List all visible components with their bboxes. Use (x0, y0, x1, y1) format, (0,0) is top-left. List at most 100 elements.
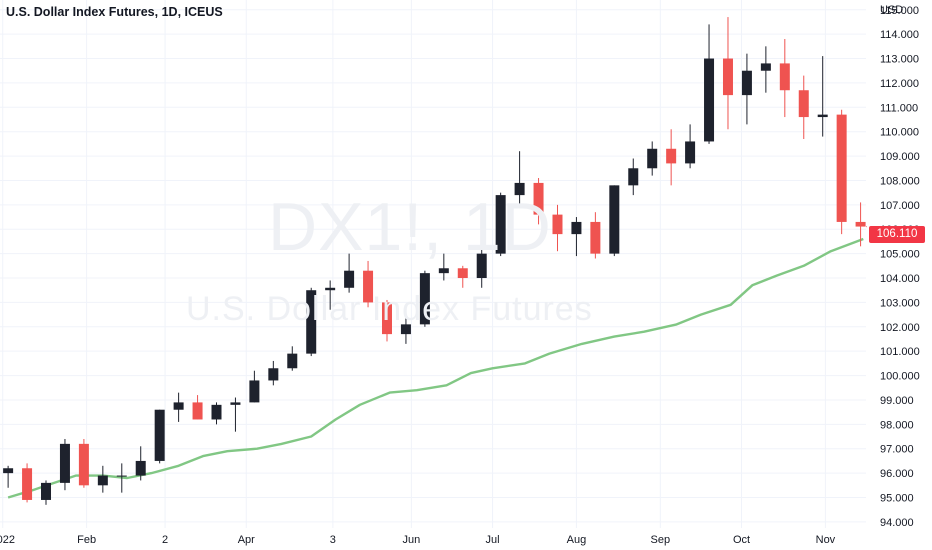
chart-background (0, 0, 866, 528)
candle[interactable] (704, 24, 715, 144)
candle-body (268, 368, 279, 381)
candle-body (344, 270, 355, 288)
candle[interactable] (59, 438, 70, 491)
y-tick-label: 104.000 (880, 273, 920, 285)
candle[interactable] (3, 465, 14, 488)
x-tick-label: 3 (330, 534, 336, 546)
candle[interactable] (533, 178, 544, 225)
candle-body (741, 70, 752, 96)
y-tick-label: 99.000 (880, 395, 914, 407)
candle[interactable] (476, 243, 487, 288)
candle-body (22, 468, 33, 500)
candle-body (685, 141, 696, 164)
candle[interactable] (647, 141, 658, 176)
candle[interactable] (173, 392, 184, 422)
candle-body (476, 253, 487, 279)
candle-body (666, 148, 677, 164)
candle-body (192, 402, 203, 420)
candle[interactable] (230, 397, 241, 432)
candle[interactable] (400, 317, 411, 344)
candle[interactable] (363, 260, 374, 308)
candle[interactable] (571, 217, 582, 257)
y-tick-label: 111.000 (880, 102, 918, 114)
candle-body (325, 287, 336, 291)
candle-body (855, 221, 866, 227)
y-tick-label: 115.000 (880, 5, 919, 17)
candle[interactable] (419, 270, 430, 327)
candle[interactable] (381, 299, 392, 342)
y-tick-label: 96.000 (880, 468, 914, 480)
candle-body (760, 63, 771, 71)
candle[interactable] (116, 463, 127, 493)
candle-body (438, 268, 449, 274)
y-tick-label: 114.000 (880, 29, 919, 41)
candle-body (97, 475, 108, 486)
candle[interactable] (836, 109, 847, 235)
y-tick-label: 107.000 (880, 200, 920, 212)
candle-body (381, 302, 392, 335)
candlestick-series[interactable] (3, 17, 867, 505)
candle-body (647, 148, 658, 169)
candle-body (722, 58, 733, 96)
candle-body (419, 273, 430, 325)
currency-label: USD (880, 4, 904, 16)
candle[interactable] (457, 265, 468, 288)
candle[interactable] (590, 212, 601, 259)
candle[interactable] (685, 124, 696, 169)
candle-body (306, 290, 317, 354)
candle[interactable] (78, 438, 89, 488)
candle[interactable] (41, 480, 52, 505)
candle[interactable] (135, 446, 146, 481)
x-tick-label: Apr (238, 534, 255, 546)
candle[interactable] (211, 402, 222, 425)
y-tick-label: 113.000 (880, 54, 919, 66)
candle[interactable] (97, 465, 108, 493)
candle[interactable] (192, 395, 203, 420)
candle-body (173, 402, 184, 410)
candle[interactable] (722, 17, 733, 130)
candle[interactable] (760, 46, 771, 93)
candle[interactable] (249, 370, 260, 403)
candle-body (495, 195, 506, 254)
candle[interactable] (306, 287, 317, 357)
y-tick-label: 103.000 (880, 297, 920, 309)
candle[interactable] (855, 202, 866, 247)
candle-body (249, 380, 260, 403)
candle[interactable] (514, 151, 525, 205)
candle[interactable] (666, 129, 677, 186)
x-tick-label: 2022 (0, 534, 15, 546)
candle[interactable] (268, 360, 279, 386)
last-price-tag: 106.110 (869, 226, 925, 243)
candle[interactable] (741, 53, 752, 125)
candle[interactable] (325, 280, 336, 310)
moving-average-line (7, 237, 864, 499)
candle[interactable] (154, 409, 165, 464)
candle-body (571, 221, 582, 235)
candle-body (41, 482, 52, 500)
candle[interactable] (552, 204, 563, 252)
time-axis[interactable]: 2022 Feb 2 Apr 3 Jun Jul Aug Sep Oct Nov (0, 534, 836, 546)
candle[interactable] (798, 75, 809, 140)
y-tick-label: 94.000 (880, 517, 914, 529)
candle-body (798, 90, 809, 118)
x-tick-label: Sep (651, 534, 671, 546)
candle[interactable] (22, 463, 33, 503)
candle[interactable] (628, 158, 639, 196)
candle-body (211, 404, 222, 420)
candle[interactable] (344, 253, 355, 293)
candle-body (590, 221, 601, 254)
candle[interactable] (495, 192, 506, 257)
candle[interactable] (779, 39, 790, 118)
candle[interactable] (609, 185, 620, 257)
candle[interactable] (287, 346, 298, 371)
candle[interactable] (438, 253, 449, 281)
x-tick-label: Jul (486, 534, 500, 546)
y-tick-label: 112.000 (880, 78, 919, 90)
y-tick-label: 110.000 (880, 127, 919, 139)
candle[interactable] (817, 56, 828, 137)
candle-body (704, 58, 715, 142)
price-axis[interactable]: 94.000 95.000 96.000 97.000 98.000 99.000 100.… (880, 5, 920, 529)
chart-title[interactable]: U.S. Dollar Index Futures, 1D, ICEUS (6, 5, 223, 19)
y-tick-label: 102.000 (880, 322, 920, 334)
